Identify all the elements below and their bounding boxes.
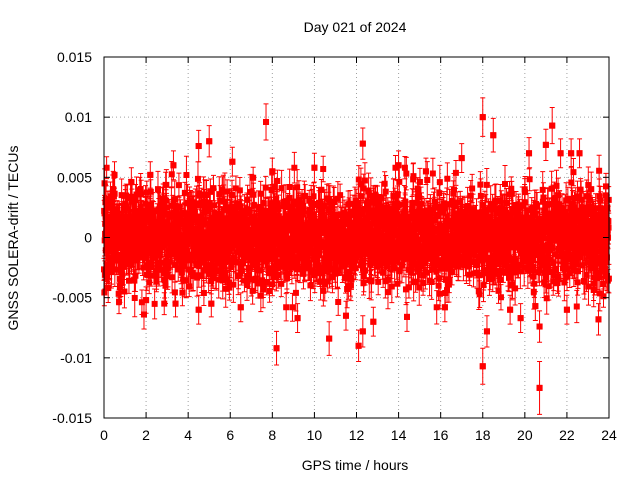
x-tick-label: 10 [307,427,323,443]
data-point [479,363,486,370]
x-tick-label: 0 [100,427,108,443]
data-point [441,304,448,311]
data-point [355,342,362,349]
y-tick-label: 0.015 [57,49,92,65]
data-point [208,300,215,307]
data-point [103,274,110,281]
data-point [536,384,543,391]
data-point [517,315,524,322]
data-point [294,315,301,322]
data-point [311,164,318,171]
data-point [195,143,202,150]
data-point [105,285,112,292]
x-tick-label: 22 [559,427,575,443]
x-tick-label: 4 [184,427,192,443]
y-tick-label: -0.015 [52,410,92,426]
data-point [172,300,179,307]
data-point [458,155,465,162]
data-point [140,311,147,318]
x-tick-label: 8 [268,427,276,443]
x-tick-label: 20 [517,427,533,443]
y-tick-label: -0.01 [60,350,92,366]
y-axis-title: GNSS SOLERA-drift / TECUs [5,146,21,331]
data-point [359,140,366,147]
data-point [111,171,118,178]
data-point [370,318,377,325]
chart-title: Day 021 of 2024 [304,19,407,35]
data-point [273,345,280,352]
tick-marks [103,56,610,419]
data-point [595,316,602,323]
data-point [103,195,110,202]
data-point [195,306,202,313]
x-tick-label: 2 [142,427,150,443]
data-point [117,280,124,287]
y-tick-label: 0.01 [65,109,92,125]
data-point [483,328,490,335]
x-tick-label: 16 [433,427,449,443]
data-point [532,303,539,310]
data-point [507,306,514,313]
data-point [326,335,333,342]
data-point [576,150,583,157]
data-point [526,150,533,157]
data-point [395,162,402,169]
data-point [536,323,543,330]
y-tick-label: -0.005 [52,290,92,306]
data-layer [101,97,612,415]
data-point [603,204,610,211]
data-point [263,118,270,125]
y-tick-label: 0 [84,230,92,246]
data-point-markers [101,114,612,391]
data-point [229,158,236,165]
data-point [542,141,549,148]
data-point [147,171,154,178]
data-point [359,328,366,335]
data-point [422,168,429,175]
x-tick-label: 18 [475,427,491,443]
data-point [603,273,610,280]
x-tick-label: 6 [226,427,234,443]
x-tick-label: 24 [601,427,617,443]
data-point [101,180,108,187]
data-point [479,114,486,121]
tick-labels: 0 2 4 6 8 10 12 14 16 18 20 22 24-0.015-0.01-0.00500… [52,49,617,443]
data-point [404,313,410,320]
y-tick-label: 0.005 [57,169,92,185]
data-point [128,179,135,186]
data-point [563,306,570,313]
x-tick-label: 14 [391,427,407,443]
data-point [342,312,349,319]
data-point [143,297,150,304]
data-point [170,162,177,169]
data-point [557,150,564,157]
x-tick-label: 12 [349,427,365,443]
data-point [237,304,244,311]
data-point [549,122,556,129]
x-axis-title: GPS time / hours [302,457,409,473]
data-point [490,132,497,139]
data-point [206,138,213,145]
data-point [568,150,575,157]
data-point [269,168,276,175]
